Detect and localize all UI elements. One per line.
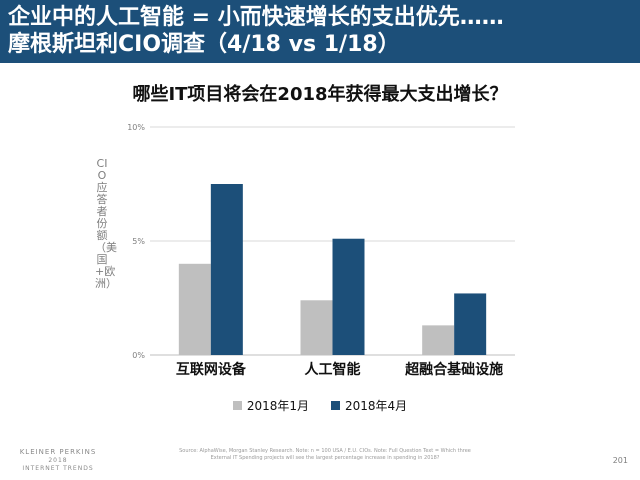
legend-label-jan: 2018年1月	[246, 399, 309, 413]
header-title-line2: 摩根斯坦利CIO调查（4/18 vs 1/18）	[8, 32, 400, 57]
legend-swatch-apr	[331, 401, 340, 410]
bar-jan	[422, 325, 455, 355]
bar-apr	[454, 293, 487, 355]
source-note: Source: AlphaWise, Morgan Stanley Resear…	[179, 448, 471, 461]
logo-line2: 2018	[48, 457, 68, 464]
page-number: 201	[612, 456, 628, 465]
logo-line3: INTERNET TRENDS	[22, 465, 94, 472]
x-tick-label: 超融合基础设施	[404, 361, 503, 378]
y-tick-label: 10%	[127, 123, 145, 132]
legend-item-jan: 2018年1月	[232, 397, 309, 414]
chart-title: 哪些IT项目将会在2018年获得最大支出增长？	[132, 84, 508, 105]
bar-apr	[332, 238, 365, 355]
slide-header: 企业中的人工智能 = 小而快速增长的支出优先…… 摩根斯坦利CIO调查（4/18…	[0, 0, 640, 63]
bar-jan	[300, 300, 333, 355]
header-title-line1: 企业中的人工智能 = 小而快速增长的支出优先……	[8, 5, 504, 30]
y-tick-label: 0%	[132, 351, 145, 360]
x-tick-label: 互联网设备	[176, 361, 247, 378]
x-tick-label: 人工智能	[305, 361, 361, 378]
legend: 2018年1月 2018年4月	[0, 397, 640, 414]
kpcb-logo: KLEINER PERKINS 2018 INTERNET TRENDS	[8, 448, 108, 473]
bar-apr	[210, 184, 243, 355]
legend-swatch-jan	[232, 401, 242, 410]
bar-jan	[178, 263, 211, 355]
logo-line1: KLEINER PERKINS	[19, 448, 97, 456]
y-tick-label: 5%	[132, 237, 145, 246]
legend-item-apr: 2018年4月	[331, 397, 407, 414]
legend-label-apr: 2018年4月	[345, 399, 408, 413]
